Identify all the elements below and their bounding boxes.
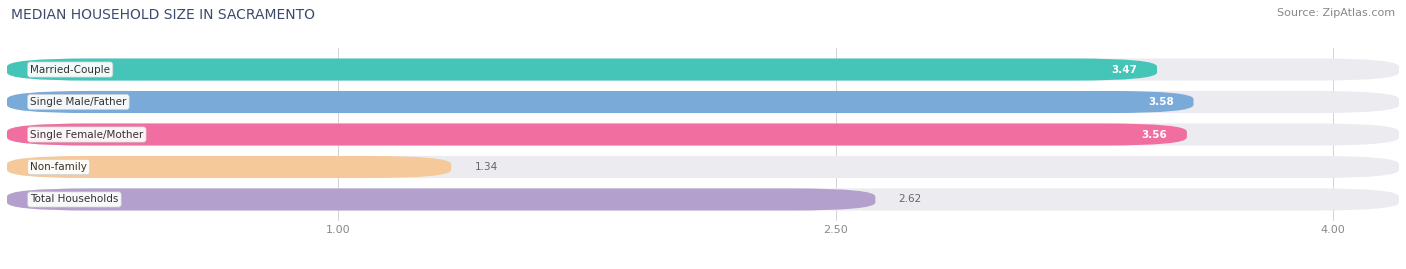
Text: 3.56: 3.56 [1142, 129, 1167, 140]
FancyBboxPatch shape [7, 156, 451, 178]
FancyBboxPatch shape [7, 123, 1399, 146]
Text: Single Male/Father: Single Male/Father [31, 97, 127, 107]
Text: 3.58: 3.58 [1147, 97, 1174, 107]
FancyBboxPatch shape [7, 188, 1399, 211]
FancyBboxPatch shape [7, 58, 1399, 81]
Text: 3.47: 3.47 [1111, 65, 1137, 75]
FancyBboxPatch shape [7, 123, 1187, 146]
Text: Total Households: Total Households [31, 194, 118, 204]
Text: 2.62: 2.62 [898, 194, 922, 204]
Text: MEDIAN HOUSEHOLD SIZE IN SACRAMENTO: MEDIAN HOUSEHOLD SIZE IN SACRAMENTO [11, 8, 315, 22]
FancyBboxPatch shape [7, 91, 1399, 113]
Text: 1.34: 1.34 [474, 162, 498, 172]
Text: Non-family: Non-family [31, 162, 87, 172]
Text: Source: ZipAtlas.com: Source: ZipAtlas.com [1277, 8, 1395, 18]
Text: Married-Couple: Married-Couple [31, 65, 110, 75]
FancyBboxPatch shape [7, 188, 876, 211]
FancyBboxPatch shape [7, 91, 1194, 113]
FancyBboxPatch shape [7, 58, 1157, 81]
Text: Single Female/Mother: Single Female/Mother [31, 129, 143, 140]
FancyBboxPatch shape [7, 156, 1399, 178]
